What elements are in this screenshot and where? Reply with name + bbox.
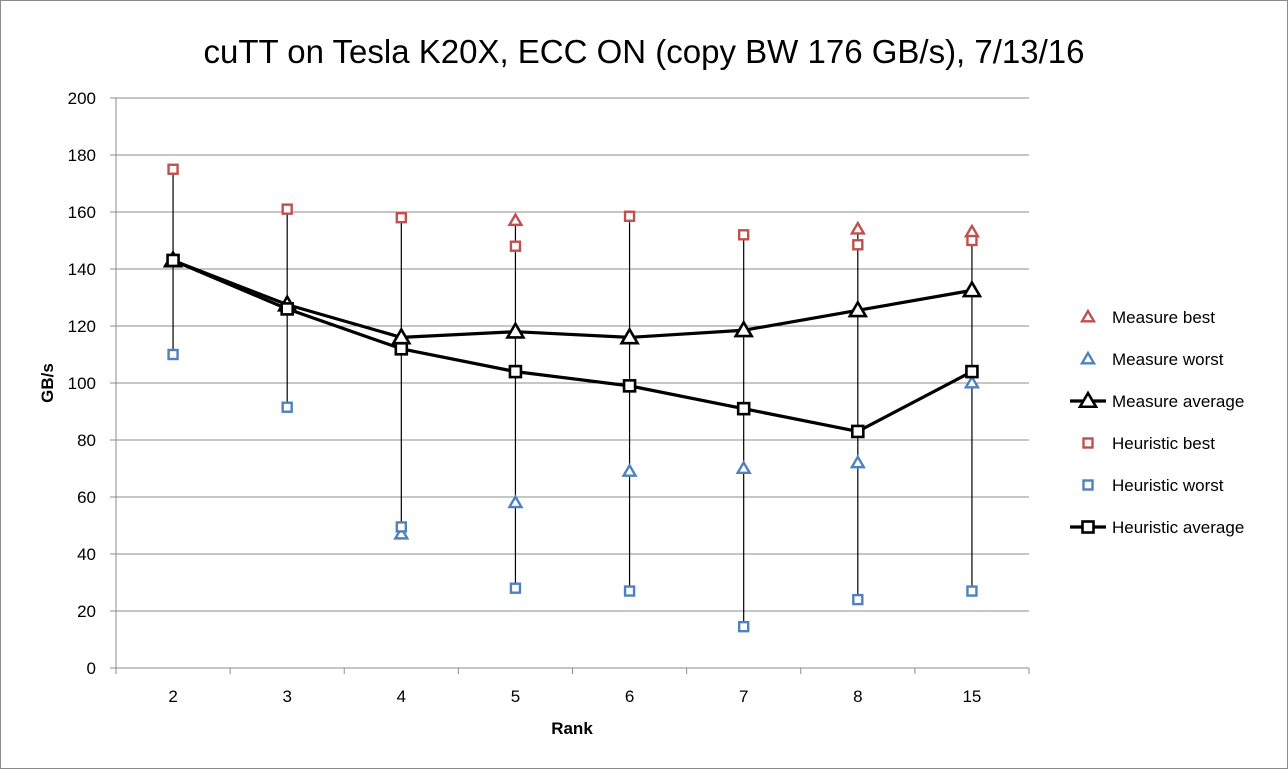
y-tick-label: 20 <box>77 602 96 621</box>
legend-label: Heuristic average <box>1112 518 1244 537</box>
x-tick-label: 4 <box>397 687 406 706</box>
x-axis-label: Rank <box>551 719 593 738</box>
legend-label: Heuristic best <box>1112 434 1215 453</box>
x-tick-label: 15 <box>962 687 981 706</box>
series-line <box>172 258 973 339</box>
data-point <box>737 620 750 633</box>
legend-marker <box>1081 520 1095 534</box>
data-point <box>281 401 293 413</box>
legend-marker <box>1082 437 1094 449</box>
y-tick-label: 140 <box>68 260 96 279</box>
data-point <box>166 253 180 268</box>
legend-label: Measure worst <box>1112 350 1224 369</box>
data-point <box>394 341 409 356</box>
data-point <box>851 424 865 439</box>
data-point <box>167 163 179 175</box>
data-point <box>733 319 754 338</box>
x-tick-label: 7 <box>739 687 748 706</box>
data-point <box>509 240 522 252</box>
data-point <box>395 211 408 224</box>
y-tick-label: 100 <box>68 374 96 393</box>
y-axis-label: GB/s <box>38 363 57 403</box>
y-tick-label: 40 <box>77 545 96 564</box>
x-tick-label: 6 <box>625 687 634 706</box>
legend-marker <box>1079 308 1097 323</box>
data-point <box>849 220 866 235</box>
data-point <box>963 374 981 389</box>
legend-label: Measure average <box>1112 392 1244 411</box>
series-line <box>172 258 973 434</box>
data-point <box>623 585 636 597</box>
data-point <box>281 203 293 215</box>
data-point <box>965 364 979 379</box>
data-point <box>737 229 750 241</box>
legend-label: Measure best <box>1112 308 1215 327</box>
data-point <box>852 593 864 606</box>
x-tick-label: 3 <box>282 687 291 706</box>
y-tick-label: 0 <box>87 659 96 678</box>
data-point <box>509 582 522 594</box>
data-point <box>852 239 864 251</box>
legend-marker <box>1077 390 1099 409</box>
data-point <box>849 454 866 469</box>
legend-marker <box>1082 479 1094 491</box>
data-point <box>507 212 524 227</box>
data-point <box>966 585 978 597</box>
x-tick-label: 5 <box>511 687 520 706</box>
data-point <box>736 401 751 416</box>
data-point <box>622 379 637 393</box>
legend: Measure best Measure worst Measure average… <box>1070 308 1244 537</box>
y-tick-label: 160 <box>68 203 96 222</box>
data-point <box>393 525 410 540</box>
data-point <box>167 348 179 361</box>
data-point <box>280 302 294 316</box>
x-tick-label: 2 <box>168 687 177 706</box>
chart-title: cuTT on Tesla K20X, ECC ON (copy BW 176 … <box>204 33 1085 70</box>
data-point <box>505 321 526 339</box>
series-lines <box>172 258 973 434</box>
data-point <box>621 463 638 477</box>
data-point <box>508 364 523 379</box>
legend-label: Heuristic worst <box>1112 476 1224 495</box>
data-point <box>966 234 978 247</box>
data-point <box>619 326 640 345</box>
y-tick-label: 120 <box>68 317 96 336</box>
grid-lines <box>110 97 1030 674</box>
data-point <box>507 494 524 509</box>
y-tick-label: 180 <box>68 146 96 165</box>
x-tick-label: 8 <box>853 687 862 706</box>
series-markers <box>162 163 983 633</box>
y-tick-label: 80 <box>77 431 96 450</box>
legend-marker <box>1079 350 1097 365</box>
y-tick-label: 200 <box>68 89 96 108</box>
range-bars <box>172 169 973 627</box>
y-tick-label: 60 <box>77 488 96 507</box>
tick-labels: 0 20 40 60 80 100 120 140 160 180 200 2 3 4 5 6 7 8 15 <box>68 89 982 706</box>
data-point <box>395 521 408 533</box>
data-point <box>735 460 752 475</box>
data-point <box>961 279 983 298</box>
data-point <box>623 210 636 222</box>
data-point <box>963 223 981 238</box>
data-point <box>847 299 869 318</box>
